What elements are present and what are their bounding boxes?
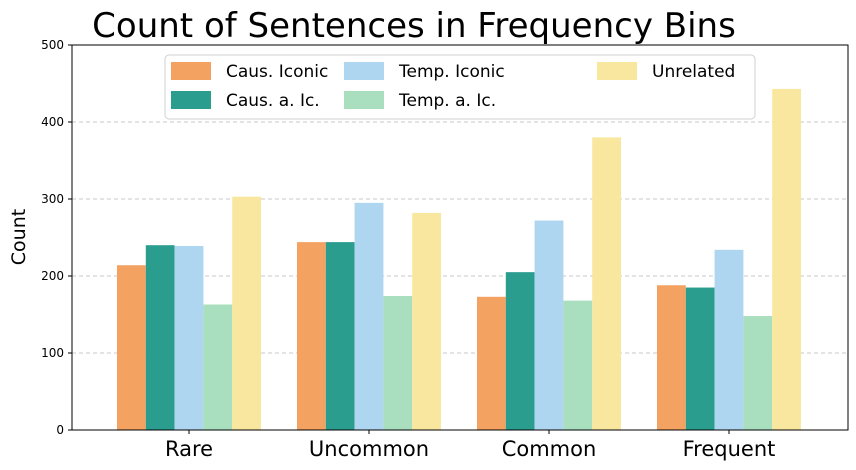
y-tick-label: 500 bbox=[41, 38, 64, 52]
y-tick-label: 400 bbox=[41, 115, 64, 129]
y-tick-label: 100 bbox=[41, 346, 64, 360]
y-axis-label: Count bbox=[8, 209, 30, 265]
bar bbox=[117, 265, 146, 430]
bars bbox=[117, 88, 801, 430]
bar bbox=[354, 202, 384, 430]
legend-swatch bbox=[597, 62, 637, 80]
bar bbox=[685, 287, 715, 430]
legend-label: Caus. a. Ic. bbox=[226, 91, 320, 111]
bar bbox=[232, 196, 261, 430]
bar bbox=[592, 137, 621, 430]
bar bbox=[563, 300, 593, 430]
legend-swatch bbox=[171, 91, 211, 109]
legend-label: Temp. a. Ic. bbox=[398, 91, 496, 111]
bar bbox=[145, 245, 175, 430]
legend-swatch bbox=[171, 62, 211, 80]
legend-label: Caus. Iconic bbox=[226, 62, 328, 82]
y-tick-label: 0 bbox=[56, 423, 64, 437]
legend-label: Unrelated bbox=[652, 62, 735, 82]
bar bbox=[772, 88, 801, 430]
x-tick-label: Common bbox=[502, 437, 597, 461]
bar bbox=[477, 296, 506, 430]
bar bbox=[534, 220, 564, 430]
bar bbox=[203, 304, 233, 430]
legend-label: Temp. Iconic bbox=[398, 62, 505, 82]
bar bbox=[297, 242, 326, 430]
bar bbox=[412, 212, 441, 430]
x-tick-label: Uncommon bbox=[309, 437, 429, 461]
chart-title: Count of Sentences in Frequency Bins bbox=[92, 6, 736, 46]
legend-swatch bbox=[344, 62, 384, 80]
y-tick-label: 300 bbox=[41, 192, 64, 206]
bar bbox=[714, 249, 744, 430]
x-tick-label: Rare bbox=[165, 437, 213, 461]
bar bbox=[657, 285, 686, 430]
x-tick-label: Frequent bbox=[683, 437, 776, 461]
bar bbox=[743, 316, 773, 430]
x-axis: Rare Uncommon Common Frequent bbox=[165, 430, 775, 461]
bar bbox=[505, 272, 535, 430]
bar bbox=[174, 245, 204, 430]
bar bbox=[383, 296, 413, 430]
bar bbox=[325, 242, 355, 430]
legend-swatch bbox=[344, 91, 384, 109]
y-axis: 0 100 200 300 400 500 bbox=[41, 38, 72, 437]
y-tick-label: 200 bbox=[41, 269, 64, 283]
plot-frame bbox=[71, 44, 849, 431]
legend: Caus. Iconic Caus. a. Ic. Temp. Iconic Temp… bbox=[164, 54, 756, 120]
